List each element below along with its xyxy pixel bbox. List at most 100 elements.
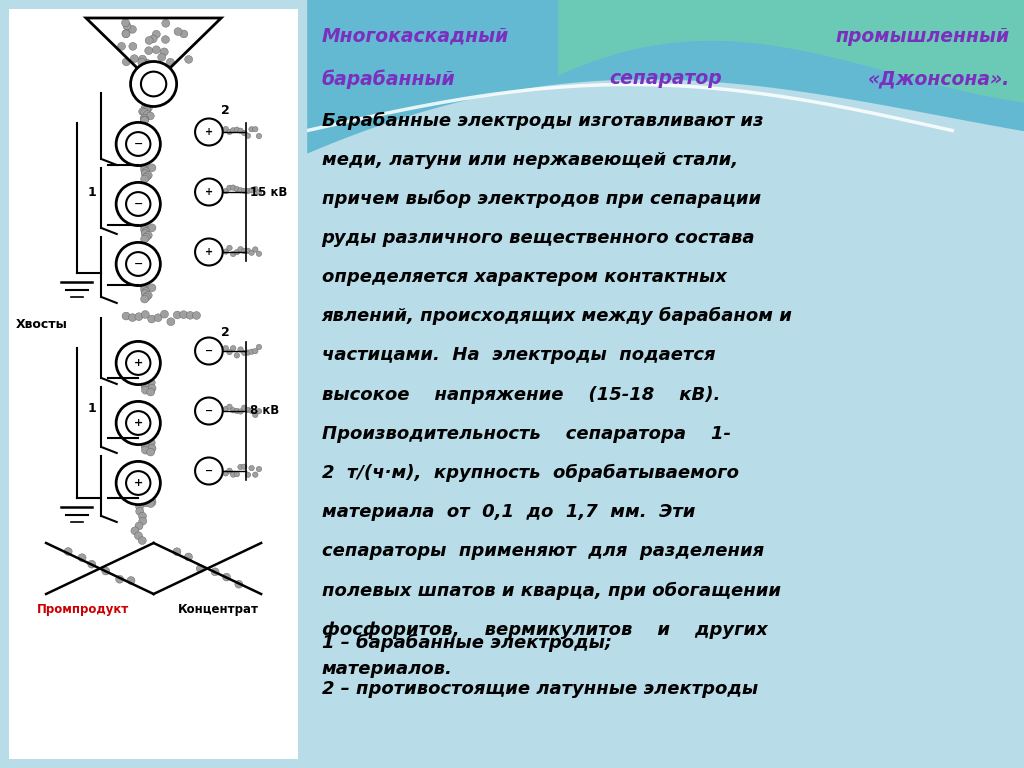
Circle shape xyxy=(238,128,244,134)
Circle shape xyxy=(126,192,151,216)
Circle shape xyxy=(230,251,236,257)
Text: 8 кВ: 8 кВ xyxy=(250,405,280,418)
Circle shape xyxy=(249,187,254,193)
Circle shape xyxy=(195,239,223,266)
Circle shape xyxy=(146,388,155,396)
Circle shape xyxy=(134,531,142,540)
Circle shape xyxy=(234,127,240,132)
Circle shape xyxy=(234,250,240,255)
Circle shape xyxy=(256,251,262,257)
Text: 1 – барабанные электроды;: 1 – барабанные электроды; xyxy=(322,634,611,652)
Text: материала  от  0,1  до  1,7  мм.  Эти: материала от 0,1 до 1,7 мм. Эти xyxy=(322,503,695,521)
Circle shape xyxy=(143,111,152,118)
Text: 1: 1 xyxy=(88,402,96,415)
Text: +: + xyxy=(133,478,143,488)
Circle shape xyxy=(140,222,148,230)
Circle shape xyxy=(238,409,244,414)
Circle shape xyxy=(238,347,244,353)
Circle shape xyxy=(226,245,232,250)
Circle shape xyxy=(123,22,131,30)
Circle shape xyxy=(195,118,223,145)
Circle shape xyxy=(226,349,232,355)
Circle shape xyxy=(126,351,151,375)
Circle shape xyxy=(253,472,258,478)
Circle shape xyxy=(116,462,161,505)
Circle shape xyxy=(242,248,247,253)
Circle shape xyxy=(141,441,148,449)
Circle shape xyxy=(197,564,204,573)
Circle shape xyxy=(122,30,130,38)
Polygon shape xyxy=(558,0,1024,103)
Circle shape xyxy=(126,411,151,435)
Circle shape xyxy=(140,175,148,183)
Circle shape xyxy=(238,187,244,193)
Circle shape xyxy=(128,25,136,33)
Circle shape xyxy=(141,71,166,96)
Circle shape xyxy=(161,48,168,56)
Circle shape xyxy=(245,133,251,138)
Circle shape xyxy=(234,187,240,192)
Circle shape xyxy=(195,178,223,206)
Circle shape xyxy=(142,167,150,175)
Text: промышленный: промышленный xyxy=(836,27,1010,46)
Circle shape xyxy=(242,350,247,356)
Circle shape xyxy=(147,439,156,446)
Circle shape xyxy=(223,406,228,412)
Circle shape xyxy=(173,548,181,555)
Circle shape xyxy=(256,466,262,472)
Circle shape xyxy=(138,55,146,63)
Circle shape xyxy=(122,19,130,27)
Circle shape xyxy=(230,408,236,413)
Circle shape xyxy=(126,471,151,495)
Circle shape xyxy=(223,188,228,194)
Circle shape xyxy=(230,185,236,190)
Circle shape xyxy=(142,227,150,236)
Circle shape xyxy=(253,187,258,192)
Circle shape xyxy=(150,35,157,43)
Text: 2: 2 xyxy=(221,326,230,339)
Circle shape xyxy=(122,312,130,320)
Circle shape xyxy=(245,188,251,194)
Circle shape xyxy=(223,346,228,351)
Text: «Джонсона».: «Джонсона». xyxy=(867,69,1010,88)
Text: причем выбор электродов при сепарации: причем выбор электродов при сепарации xyxy=(322,190,761,208)
Circle shape xyxy=(65,548,72,555)
Circle shape xyxy=(256,134,262,139)
Circle shape xyxy=(101,568,110,575)
Circle shape xyxy=(142,288,150,296)
Circle shape xyxy=(245,472,251,478)
Text: фосфоритов,    вермикулитов    и    других: фосфоритов, вермикулитов и других xyxy=(322,621,767,638)
Circle shape xyxy=(230,127,236,133)
Circle shape xyxy=(238,247,244,252)
Text: +: + xyxy=(133,418,143,428)
Circle shape xyxy=(148,445,156,452)
Circle shape xyxy=(153,46,161,54)
Circle shape xyxy=(193,312,201,319)
Circle shape xyxy=(211,568,219,576)
Circle shape xyxy=(140,226,148,233)
Circle shape xyxy=(253,412,258,418)
Circle shape xyxy=(234,472,240,477)
FancyBboxPatch shape xyxy=(9,9,298,759)
Text: явлений, происходящих между барабаном и: явлений, происходящих между барабаном и xyxy=(322,307,793,326)
Circle shape xyxy=(245,350,251,356)
Circle shape xyxy=(143,435,152,443)
Circle shape xyxy=(253,247,258,252)
Text: −: − xyxy=(133,259,143,269)
Text: Хвосты: Хвосты xyxy=(15,317,68,330)
Circle shape xyxy=(158,53,166,61)
Text: 2 – противостоящие латунные электроды: 2 – противостоящие латунные электроды xyxy=(322,680,758,697)
Circle shape xyxy=(226,185,232,190)
Circle shape xyxy=(148,498,156,506)
Circle shape xyxy=(223,127,228,132)
Circle shape xyxy=(180,30,187,38)
Circle shape xyxy=(141,446,150,454)
Circle shape xyxy=(143,495,152,502)
Circle shape xyxy=(144,231,153,239)
Circle shape xyxy=(141,230,150,237)
Circle shape xyxy=(184,55,193,63)
Text: сепараторы  применяют  для  разделения: сепараторы применяют для разделения xyxy=(322,542,764,560)
Circle shape xyxy=(195,398,223,425)
Circle shape xyxy=(174,28,182,35)
Circle shape xyxy=(162,19,170,27)
